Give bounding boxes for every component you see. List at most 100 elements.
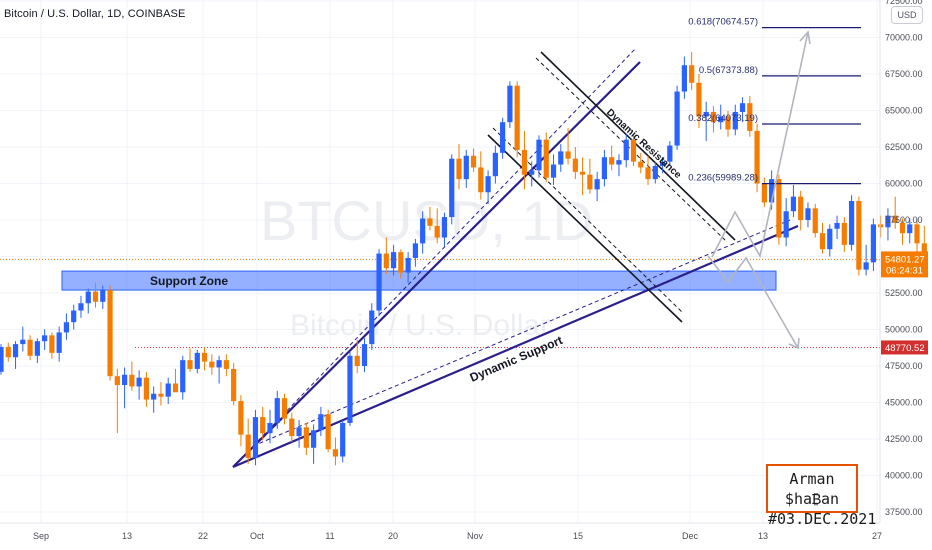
- candle-body: [747, 103, 753, 131]
- candle-body: [347, 355, 353, 423]
- candle-body: [332, 449, 339, 457]
- candle-body: [652, 165, 658, 180]
- candle-body: [165, 383, 171, 397]
- candle-body: [921, 243, 927, 260]
- candle-body: [216, 360, 222, 368]
- price-tick-label: 70000.00: [885, 33, 923, 43]
- candle-body: [783, 211, 789, 238]
- candle-body: [223, 360, 229, 369]
- current-price-tag: [881, 251, 928, 278]
- candle-body: [914, 224, 920, 244]
- candle-body: [27, 339, 33, 356]
- candle-body: [681, 65, 687, 92]
- candle-body: [565, 151, 571, 159]
- candle-body: [180, 360, 186, 393]
- candle-body: [456, 158, 462, 180]
- candle-body: [616, 160, 622, 165]
- candle-body: [252, 417, 259, 458]
- candle-body: [158, 393, 164, 397]
- candle-body: [143, 377, 149, 400]
- candle-body: [550, 164, 557, 178]
- candle-body: [78, 303, 84, 311]
- candle-body: [420, 218, 426, 244]
- candle-body: [761, 183, 767, 203]
- marked-level-value: 48770.52: [885, 343, 925, 354]
- candle-body: [20, 339, 26, 345]
- candle-body: [572, 158, 578, 172]
- watermark-name: Bitcoin / U.S. Dollar: [290, 309, 550, 342]
- channel-upper-line: [540, 51, 736, 241]
- candle-body: [311, 430, 317, 448]
- candle-body: [340, 422, 346, 457]
- time-tick-label: Dec: [682, 531, 699, 541]
- candle-body: [85, 291, 91, 304]
- candle-body: [100, 290, 106, 302]
- candle-body: [5, 347, 11, 358]
- fib-label: 0.5(67373.88): [699, 65, 758, 76]
- price-tick-label: 72500.00: [885, 0, 923, 6]
- fib-label: 0.236(59989.28): [688, 173, 758, 184]
- candle-body: [819, 233, 826, 250]
- candle-body: [383, 253, 389, 269]
- price-axis[interactable]: 72500.00 70000.00 67500.00 65000.00 62500.00…: [879, 0, 928, 523]
- candle-body: [638, 161, 644, 168]
- fib-label: 0.382(64073.19): [688, 113, 758, 124]
- price-tick-label: 45000.00: [885, 398, 923, 408]
- candle-body: [725, 116, 731, 130]
- candle-body: [12, 344, 19, 358]
- currency-button[interactable]: USD: [891, 6, 923, 24]
- candle-body: [151, 393, 157, 400]
- candle-body: [689, 65, 695, 83]
- candle-body: [739, 103, 746, 112]
- price-tick-label: 65000.00: [885, 106, 923, 116]
- candle-body: [296, 427, 302, 437]
- candle-body: [630, 139, 637, 162]
- candle-body: [594, 179, 600, 190]
- fib-label: 0.618(70674.57): [688, 17, 758, 28]
- time-tick-label: 15: [573, 531, 583, 541]
- candle-body: [863, 262, 869, 270]
- candle-body: [245, 434, 251, 458]
- time-tick-label: 27: [872, 531, 882, 541]
- candle-body: [485, 176, 491, 193]
- candle-body: [798, 196, 804, 220]
- candle-body: [754, 130, 760, 184]
- candle-body: [194, 352, 200, 369]
- candle-body: [827, 228, 833, 250]
- price-tick-label: 47500.00: [885, 361, 923, 371]
- candle-body: [514, 85, 520, 150]
- candle-body: [303, 427, 309, 448]
- dynamic-support-parallel: [252, 219, 791, 447]
- candle-body: [776, 179, 782, 238]
- candle-body: [609, 157, 615, 165]
- candle-body: [500, 122, 506, 153]
- projection-paths: [707, 30, 811, 350]
- candle-body: [769, 179, 775, 203]
- candle-body: [49, 335, 55, 353]
- candle-body: [536, 139, 542, 171]
- candle-body: [899, 222, 906, 234]
- candle-body: [121, 374, 128, 385]
- fibonacci-levels: 0.618(70674.57) 0.5(67373.88) 0.382(64073.…: [688, 17, 861, 185]
- candle-body: [107, 290, 113, 377]
- price-tick-label: 60000.00: [885, 179, 923, 189]
- author-signature: Arman $ha₿an #03.DEC.2021: [766, 464, 876, 528]
- price-tick-label: 40000.00: [885, 471, 923, 481]
- candle-body: [848, 201, 855, 245]
- candle-body: [805, 208, 811, 220]
- candle-body: [289, 418, 295, 437]
- time-axis[interactable]: Sep 13 22 Oct 11 20 Nov 15 Dec 13 27: [0, 522, 882, 541]
- price-tick-label: 42500.00: [885, 434, 923, 444]
- candlesticks: [0, 52, 927, 466]
- channel-upper-dashed: [535, 57, 726, 241]
- candle-body: [412, 243, 418, 258]
- candle-body: [870, 224, 876, 263]
- bullish-projection-path: [711, 31, 809, 259]
- candle-body: [587, 174, 593, 190]
- candle-body: [521, 149, 528, 175]
- price-tick-label: 37500.00: [885, 507, 923, 517]
- time-tick-label: Nov: [467, 531, 484, 541]
- candle-body: [543, 139, 549, 178]
- candle-body: [434, 225, 440, 238]
